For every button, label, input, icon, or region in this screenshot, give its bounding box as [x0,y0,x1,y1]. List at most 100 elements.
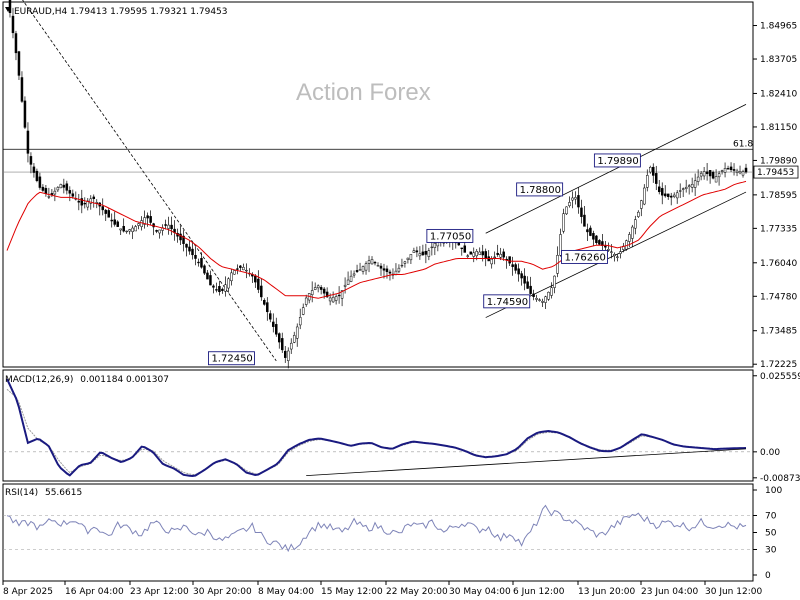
price-tick-label: 1.72225 [760,360,797,370]
candle-body [218,286,221,293]
candle-body [107,210,110,218]
rsi-tick-label: 50 [765,529,777,539]
candle-body [514,264,517,271]
downtrend-line [22,0,277,362]
channel-upper-line [485,103,747,234]
candle-body [604,245,607,248]
price-tick-label: 1.83705 [760,55,797,65]
candle-body [143,217,146,225]
candle-body [116,221,119,227]
time-tick-label: 30 Apr 20:00 [193,587,252,597]
candle-body [699,173,703,177]
candle-body [601,241,604,246]
candle-body [361,266,365,272]
rsi-tick-label: 30 [765,546,777,556]
candle-body [149,216,152,223]
candle-body [415,250,419,253]
time-tick-label: 13 Jun 20:00 [578,587,635,597]
price-annotation-box [483,294,531,309]
candle-body [29,156,33,165]
price-tick-label: 1.74780 [760,292,797,302]
candle-body [140,220,143,227]
time-tick-label: 15 May 12:00 [321,587,383,597]
rsi-line [6,504,747,553]
candle-body [484,251,487,259]
candle-body [35,170,39,181]
candle-body [490,258,493,265]
macd-indicator: 0.025559 0.00 -0.008731 [3,372,800,484]
candle-body [325,291,329,298]
candle-body [319,287,323,290]
candle-body [427,250,431,257]
candle-body [628,234,631,242]
candle-body [526,281,529,289]
time-tick-label: 22 May 20:00 [386,587,448,597]
candle-body [693,180,697,188]
candle-body [272,321,275,327]
candle-body [553,275,556,288]
candle-body [646,175,649,188]
price-tick-label: 1.84965 [760,22,797,32]
time-tick-label: 6 Jun 12:00 [513,587,565,597]
price-tick-label: 1.81150 [760,123,797,133]
candle-body [538,299,541,301]
candle-body [577,195,580,208]
candle-body [517,268,520,275]
candle-body [71,193,75,197]
candle-body [185,243,188,248]
candle-body [367,260,371,264]
candle-body [412,250,416,253]
price-drawings: 61.8 [3,0,753,362]
candle-body [502,251,505,258]
candle-body [496,252,499,255]
candle-body [616,256,619,258]
candle-body [110,219,113,222]
candle-body [62,184,66,188]
fib-level-label: 61.8 [733,139,753,149]
candle-body [77,200,81,203]
price-axis: 1.84965 1.83705 1.82410 1.81150 1.79890 1.785… [753,22,797,370]
candle-body [460,247,464,249]
candle-body [466,255,470,257]
candle-body [14,33,18,54]
candle-body [200,258,203,268]
candle-body [80,198,84,206]
candle-body [260,285,263,298]
candle-body [631,226,634,239]
candle-body [89,198,93,204]
candle-body [343,284,347,287]
candle-body [463,245,467,253]
candle-body [146,215,149,219]
candle-body [122,225,125,232]
candle-body [221,288,224,291]
candle-body [337,294,341,297]
current-price-label: 1.79453 [757,168,794,178]
candle-body [155,230,158,232]
candle-body [424,251,428,255]
candle-body [535,297,538,300]
candle-body [17,51,21,76]
candle-body [475,251,478,257]
candle-body [655,173,658,184]
candle-body [38,176,42,188]
candle-body [684,186,688,189]
candle-body [328,297,332,302]
candle-body [690,184,694,188]
candle-body [720,170,724,172]
time-tick-label: 23 Apr 12:00 [130,587,189,597]
candle-body [203,265,206,274]
candle-body [275,324,278,335]
candle-body [493,256,496,258]
candle-body [418,253,422,257]
macd-tick-label: 0.025559 [760,372,800,382]
candle-body [227,278,230,289]
candle-body [284,350,287,358]
candle-body [298,317,302,326]
candle-body [254,275,257,283]
candle-body [675,192,679,199]
candle-body [322,288,326,294]
candle-body [634,219,637,229]
candle-body [68,190,72,194]
moving-average-series [6,180,747,299]
